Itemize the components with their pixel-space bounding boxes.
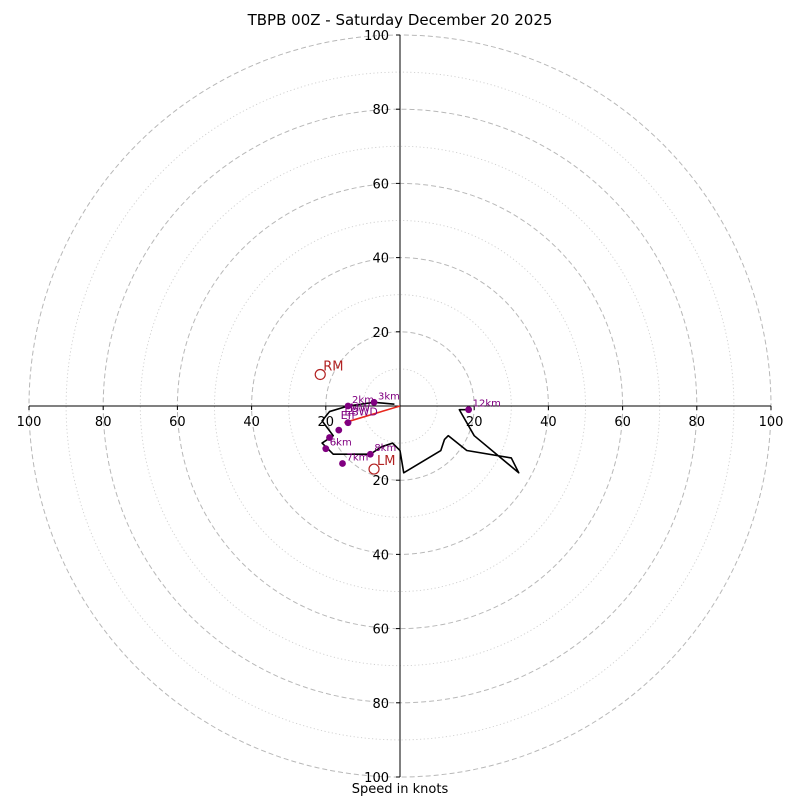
height-marker-point <box>322 445 330 453</box>
height-marker-label: 6km <box>330 438 352 449</box>
y-tick-label: 80 <box>372 103 389 118</box>
x-tick-label: 60 <box>614 415 631 430</box>
y-tick-label: 20 <box>372 474 389 489</box>
height-marker-label: 3km <box>378 391 400 402</box>
y-tick-label: 40 <box>372 252 389 267</box>
height-marker-point <box>344 402 352 410</box>
y-tick-label: 60 <box>372 177 389 192</box>
height-marker-point <box>335 426 343 434</box>
x-tick-label: 40 <box>243 415 260 430</box>
hodograph-trace <box>321 401 520 474</box>
height-marker-point <box>370 398 378 406</box>
y-tick-label: 60 <box>372 623 389 638</box>
x-tick-label: 20 <box>318 415 335 430</box>
height-marker-point <box>344 419 352 427</box>
height-marker-label: 8km <box>374 443 396 454</box>
y-tick-label: 20 <box>372 326 389 341</box>
parameter-label: Eff <box>341 409 356 422</box>
storm-motion-label: LM <box>377 454 395 469</box>
x-tick-label: 100 <box>17 415 42 430</box>
parameter-label: EBWD <box>344 405 377 418</box>
x-tick-label: 60 <box>169 415 186 430</box>
y-tick-label: 40 <box>372 548 389 563</box>
height-marker-label: 12km <box>473 399 501 410</box>
height-marker-label: 7km <box>346 453 368 464</box>
x-tick-label: 100 <box>759 415 784 430</box>
storm-motion-marker <box>314 368 326 381</box>
x-tick-label: 40 <box>540 415 557 430</box>
storm-motion-marker <box>368 463 380 475</box>
height-marker-point <box>366 450 374 458</box>
height-marker-point <box>326 434 333 441</box>
y-tick-label: 80 <box>372 697 389 712</box>
x-tick-label: 80 <box>689 415 706 430</box>
x-axis-label: Speed in knots <box>351 782 449 797</box>
chart-title: TBPB 00Z - Saturday December 20 2025 <box>247 11 553 29</box>
height-marker-point <box>465 406 473 414</box>
x-tick-label: 20 <box>466 415 483 430</box>
storm-motion-label: RM <box>323 359 343 374</box>
height-marker-label: 2km <box>352 395 374 406</box>
parameter-label: MW <box>350 402 370 415</box>
shear-vector-line <box>344 405 401 424</box>
height-marker-point <box>339 460 346 467</box>
y-tick-label: 100 <box>364 771 389 786</box>
x-tick-label: 80 <box>95 415 112 430</box>
y-tick-label: 100 <box>364 29 389 44</box>
